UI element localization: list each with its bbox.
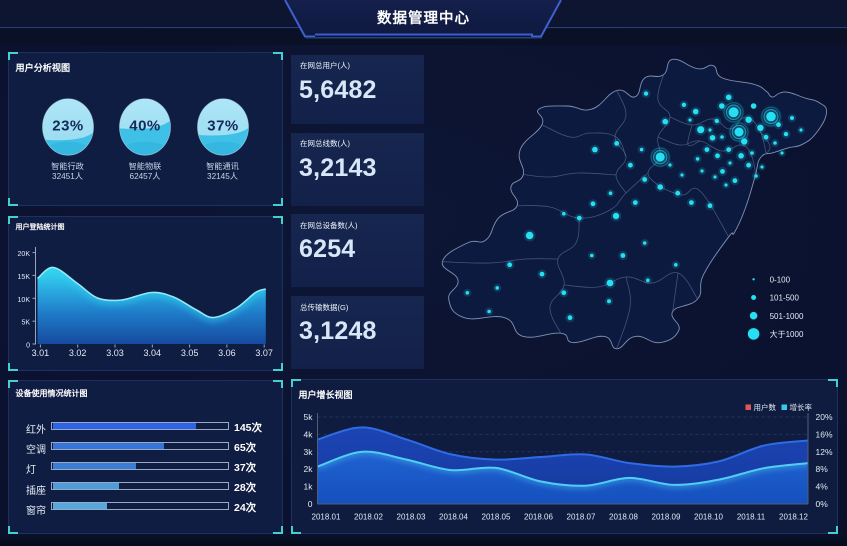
- svg-text:4k: 4k: [303, 429, 313, 439]
- svg-text:2k: 2k: [303, 464, 313, 474]
- svg-text:0-100: 0-100: [770, 276, 791, 285]
- svg-text:0%: 0%: [815, 499, 828, 509]
- svg-text:3.02: 3.02: [68, 348, 86, 358]
- svg-text:2018.05: 2018.05: [481, 513, 510, 522]
- svg-text:2018.12: 2018.12: [779, 513, 808, 522]
- svg-text:增长率: 增长率: [789, 402, 812, 412]
- svg-text:3.07: 3.07: [255, 348, 273, 358]
- svg-text:3.05: 3.05: [180, 348, 198, 358]
- svg-text:16%: 16%: [815, 429, 832, 439]
- svg-text:2018.11: 2018.11: [736, 513, 765, 522]
- svg-text:501-1000: 501-1000: [770, 312, 804, 321]
- svg-text:2018.07: 2018.07: [566, 513, 595, 522]
- svg-text:23%: 23%: [52, 118, 84, 135]
- svg-text:37%: 37%: [207, 118, 239, 135]
- svg-text:3.06: 3.06: [218, 348, 236, 358]
- svg-text:3.01: 3.01: [31, 348, 49, 358]
- svg-text:2018.03: 2018.03: [396, 513, 425, 522]
- svg-text:5k: 5k: [303, 412, 313, 422]
- svg-text:用户数: 用户数: [753, 402, 776, 412]
- svg-text:2018.06: 2018.06: [524, 513, 553, 522]
- svg-text:20K: 20K: [17, 251, 30, 258]
- svg-text:2018.08: 2018.08: [609, 513, 638, 522]
- svg-text:3k: 3k: [303, 447, 313, 457]
- svg-text:40%: 40%: [129, 118, 161, 135]
- svg-text:0: 0: [26, 343, 30, 350]
- svg-text:10K: 10K: [17, 297, 30, 304]
- svg-text:5K: 5K: [21, 320, 30, 327]
- svg-text:2018.10: 2018.10: [694, 513, 723, 522]
- svg-text:8%: 8%: [815, 464, 828, 474]
- svg-text:2018.02: 2018.02: [354, 513, 383, 522]
- svg-text:0: 0: [307, 499, 312, 509]
- svg-text:4%: 4%: [815, 482, 828, 492]
- svg-text:101-500: 101-500: [770, 294, 800, 303]
- svg-text:15K: 15K: [17, 274, 30, 281]
- svg-text:2018.01: 2018.01: [311, 513, 340, 522]
- svg-text:3.03: 3.03: [106, 348, 124, 358]
- svg-text:2018.04: 2018.04: [439, 513, 468, 522]
- svg-text:3.04: 3.04: [143, 348, 161, 358]
- svg-text:1k: 1k: [303, 482, 313, 492]
- svg-text:20%: 20%: [815, 412, 832, 422]
- svg-text:大于1000: 大于1000: [770, 329, 804, 339]
- svg-text:12%: 12%: [815, 447, 832, 457]
- svg-text:2018.09: 2018.09: [651, 513, 680, 522]
